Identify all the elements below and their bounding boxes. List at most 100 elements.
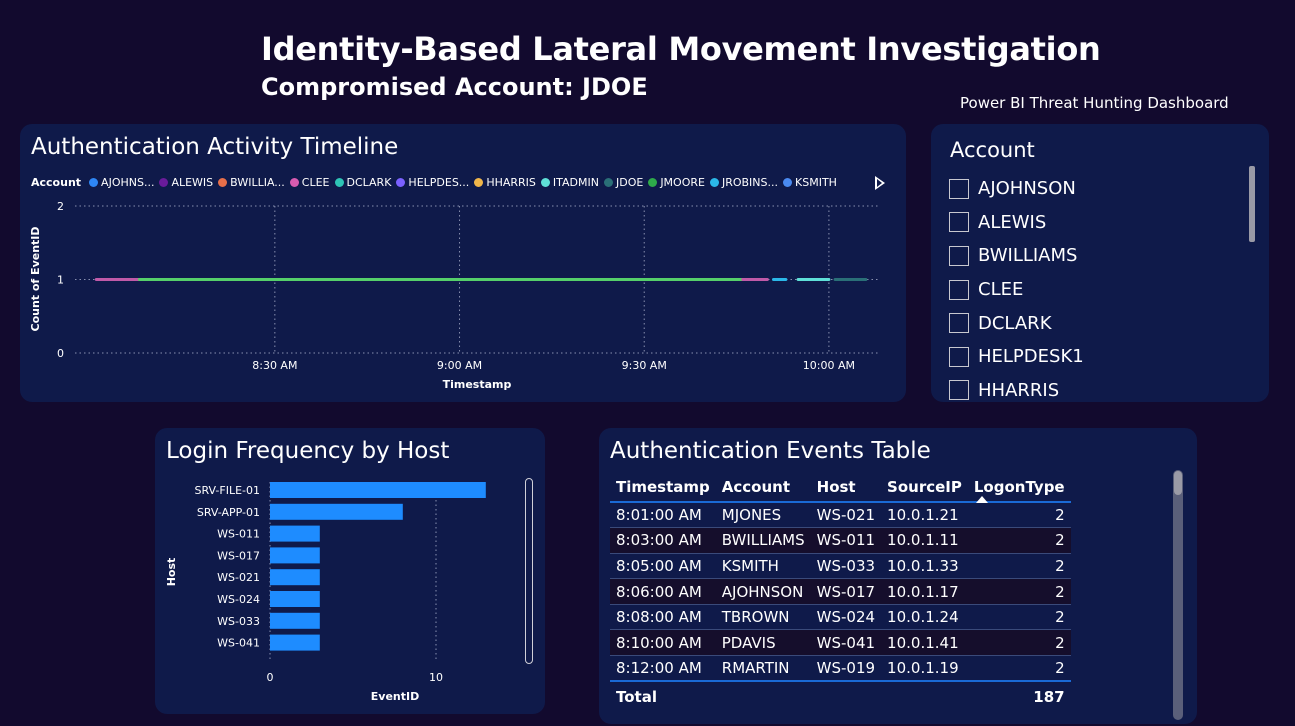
host-bar[interactable] [270,634,320,651]
x-tick-label: 8:30 AM [252,359,297,372]
table-row[interactable]: 8:08:00 AM TBROWN WS-024 10.0.1.24 2 [610,604,1071,630]
table-row[interactable]: 8:03:00 AM BWILLIAMS WS-011 10.0.1.11 2 [610,527,1071,554]
table-row[interactable]: 8:10:00 AM PDAVIS WS-041 10.0.1.41 2 [610,629,1071,656]
table-cell: WS-019 [816,659,876,678]
timeline-card[interactable]: Authentication Activity Timeline Account… [20,124,906,402]
y-tick-label: 0 [57,347,64,360]
host-bar[interactable] [270,591,320,607]
table-header-row: Timestamp Account Host SourceIP LogonType [610,472,1071,503]
legend-item[interactable]: JDOE [603,176,643,189]
checkbox[interactable] [949,313,969,334]
host-bar[interactable] [270,547,320,564]
slicer-item-label: HHARRIS [978,379,1060,401]
legend-item[interactable]: ITADMIN [540,176,599,189]
legend-item[interactable]: HELPDES... [396,176,469,189]
column-header-account[interactable]: Account [716,472,811,502]
slicer-item-label: HELPDESK1 [978,346,1084,368]
column-header-host[interactable]: Host [811,472,881,502]
checkbox[interactable] [949,346,969,367]
slicer-item[interactable]: BWILLIAMS [949,239,1084,273]
legend-item[interactable]: JMOORE [648,176,705,189]
table-scroll-thumb[interactable] [1174,471,1182,495]
legend-next-icon[interactable] [875,176,885,190]
legend-label: KSMITH [795,176,837,189]
events-table[interactable]: Timestamp Account Host SourceIP LogonType 8:… [610,472,1071,711]
host-category-label: WS-033 [217,615,260,628]
legend-item[interactable]: JROBINS... [709,176,778,189]
slicer-list[interactable]: AJOHNSON ALEWIS BWILLIAMS CLEE DCLARK HELPDES… [949,172,1084,402]
sort-ascending-icon[interactable] [975,496,988,503]
legend-label: HHARRIS [486,176,536,189]
checkbox[interactable] [949,380,969,401]
table-cell: 8:06:00 AM [616,582,702,601]
timeline-legend[interactable]: Account AJOHNS... ALEWIS BWILLIA... CLEE DCL… [31,176,842,189]
table-cell: WS-033 [816,556,876,575]
page-subtitle: Compromised Account: JDOE [261,73,648,101]
timeline-plot[interactable]: 0 1 2 8:30 AM 9:00 AM 9:30 AM 10:00 AM Timestam… [20,124,906,402]
table-row[interactable]: 8:01:00 AM MJONES WS-021 10.0.1.21 2 [610,502,1071,528]
slicer-item[interactable]: HELPDESK1 [949,340,1084,374]
host-bar-plot[interactable]: 0 10 SRV-FILE-01 SRV-APP-01 WS-011 WS-017 WS-0… [155,428,545,714]
legend-label: ALEWIS [171,176,214,189]
timeline-title: Authentication Activity Timeline [31,134,399,160]
host-category-label: WS-011 [217,528,260,541]
legend-item[interactable]: BWILLIA... [218,176,285,189]
slicer-item[interactable]: ALEWIS [949,206,1084,240]
table-cell: 8:05:00 AM [616,556,702,575]
checkbox[interactable] [949,212,969,233]
table-row[interactable]: 8:05:00 AM KSMITH WS-033 10.0.1.33 2 [610,553,1071,579]
legend-item[interactable]: ALEWIS [159,176,213,189]
checkbox[interactable] [949,279,969,300]
column-header-label: Host [816,477,856,496]
legend-label: AJOHNS... [101,176,155,189]
legend-title: Account [31,176,82,189]
events-table-card[interactable]: Authentication Events Table Timestamp Acc… [599,428,1197,724]
legend-dot-icon [540,178,550,187]
column-header-sourceip[interactable]: SourceIP [881,472,968,502]
legend-item[interactable]: AJOHNS... [89,176,154,189]
column-header-label: Timestamp [616,477,710,496]
legend-item[interactable]: DCLARK [334,176,391,189]
checkbox[interactable] [949,178,969,199]
slicer-item[interactable]: CLEE [949,273,1084,307]
table-cell: 10.0.1.11 [887,531,959,550]
column-header-logontype[interactable]: LogonType [968,472,1071,503]
host-chart-card[interactable]: Login Frequency by Host 0 10 SRV-FILE-01 SR… [155,428,545,714]
column-header-timestamp[interactable]: Timestamp [610,472,716,502]
slicer-item-label: DCLARK [978,312,1052,334]
legend-item[interactable]: KSMITH [783,176,837,189]
table-cell: 10.0.1.19 [887,659,959,678]
host-bar[interactable] [270,482,486,498]
table-cell: 8:12:00 AM [616,659,702,678]
slicer-item-label: ALEWIS [978,211,1047,233]
slicer-scrollbar[interactable] [1249,166,1255,242]
host-bar[interactable] [270,525,320,542]
total-label: Total [616,687,657,706]
table-row[interactable]: 8:12:00 AM RMARTIN WS-019 10.0.1.19 2 [610,656,1071,682]
host-chart-scrollbar[interactable] [525,478,533,664]
slicer-item[interactable]: DCLARK [949,306,1084,340]
slicer-item[interactable]: HHARRIS [949,374,1084,402]
table-cell: WS-017 [816,582,876,601]
table-cell: BWILLIAMS [721,531,805,550]
host-bar[interactable] [270,569,320,586]
table-cell: WS-011 [816,531,876,550]
host-category-label: WS-041 [217,637,260,650]
table-cell: 10.0.1.17 [887,582,959,601]
y-axis-label: Count of EventID [29,226,42,331]
checkbox[interactable] [949,245,969,266]
host-bar[interactable] [270,612,320,629]
legend-item[interactable]: HHARRIS [474,176,536,189]
slicer-item-label: BWILLIAMS [978,245,1078,267]
slicer-item[interactable]: AJOHNSON [949,172,1084,206]
table-scrollbar[interactable] [1173,470,1183,720]
legend-item[interactable]: CLEE [289,176,330,189]
x-tick-label: 0 [267,671,274,684]
host-chart-title: Login Frequency by Host [166,438,450,464]
legend-label: HELPDES... [408,176,470,189]
host-bar[interactable] [270,503,403,520]
table-title: Authentication Events Table [610,438,931,464]
table-row[interactable]: 8:06:00 AM AJOHNSON WS-017 10.0.1.17 2 [610,578,1071,605]
account-slicer[interactable]: Account AJOHNSON ALEWIS BWILLIAMS CLEE DCLAR… [931,124,1269,402]
column-header-label: SourceIP [887,477,962,496]
